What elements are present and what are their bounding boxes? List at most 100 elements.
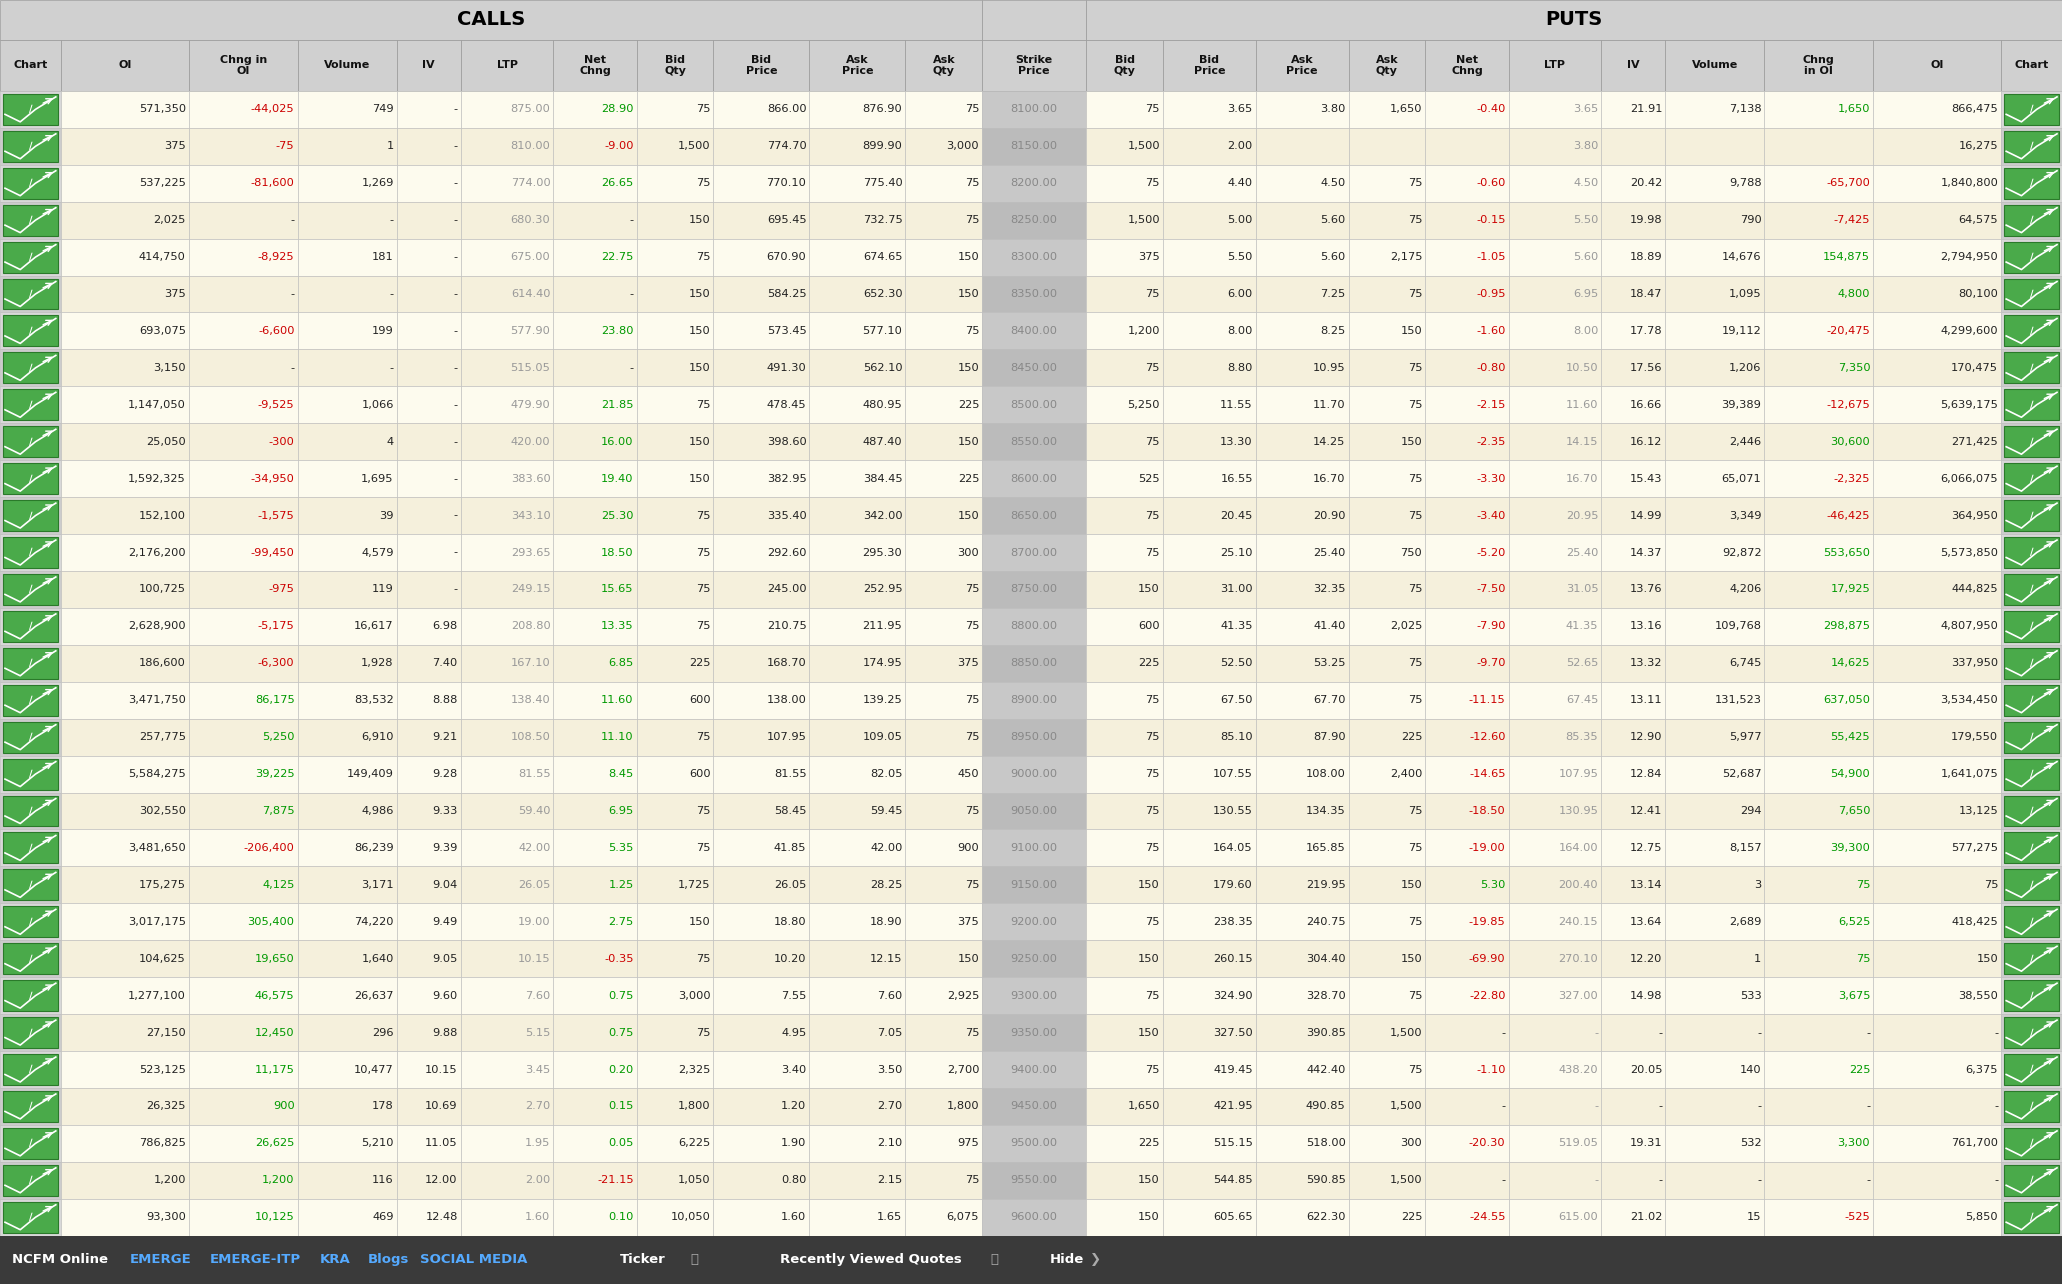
Bar bbox=[982, 386, 1087, 424]
Text: 5.50: 5.50 bbox=[1573, 216, 1598, 225]
Text: NCFM Online: NCFM Online bbox=[12, 1253, 107, 1266]
Bar bbox=[1509, 792, 1602, 829]
Text: 81.55: 81.55 bbox=[518, 769, 551, 779]
FancyBboxPatch shape bbox=[2004, 501, 2060, 532]
Text: Blogs: Blogs bbox=[367, 1253, 410, 1266]
Text: 21.02: 21.02 bbox=[1629, 1212, 1662, 1222]
Bar bbox=[905, 1088, 982, 1125]
Bar bbox=[1256, 571, 1349, 607]
Bar bbox=[1509, 128, 1602, 164]
Text: ∕: ∕ bbox=[29, 732, 33, 742]
Text: 16,617: 16,617 bbox=[355, 621, 394, 632]
Text: 302,550: 302,550 bbox=[138, 806, 186, 817]
Text: 577,275: 577,275 bbox=[1951, 844, 1998, 853]
Bar bbox=[982, 40, 1087, 91]
Bar bbox=[190, 867, 297, 904]
Bar bbox=[60, 386, 190, 424]
Text: -: - bbox=[1757, 1102, 1761, 1112]
Bar bbox=[1872, 1125, 2002, 1162]
Bar bbox=[905, 645, 982, 682]
Bar bbox=[1349, 239, 1425, 276]
Text: 75: 75 bbox=[1146, 695, 1161, 705]
Bar bbox=[713, 867, 810, 904]
Bar bbox=[1163, 719, 1256, 755]
Bar bbox=[2002, 164, 2062, 202]
Bar bbox=[810, 276, 905, 312]
Bar bbox=[2002, 940, 2062, 977]
Bar bbox=[810, 682, 905, 719]
Text: 164.05: 164.05 bbox=[1212, 844, 1254, 853]
Bar bbox=[810, 719, 905, 755]
Text: EMERGE-ITP: EMERGE-ITP bbox=[210, 1253, 301, 1266]
Text: -: - bbox=[454, 141, 458, 152]
FancyBboxPatch shape bbox=[2, 537, 58, 568]
Bar bbox=[396, 719, 460, 755]
Text: 7.05: 7.05 bbox=[876, 1027, 903, 1037]
Bar bbox=[1872, 128, 2002, 164]
Text: 2.75: 2.75 bbox=[608, 917, 633, 927]
Bar bbox=[982, 239, 1087, 276]
Bar bbox=[713, 755, 810, 792]
Text: 240.15: 240.15 bbox=[1559, 917, 1598, 927]
Text: 304.40: 304.40 bbox=[1305, 954, 1346, 964]
Bar bbox=[0, 1088, 60, 1125]
Text: 3: 3 bbox=[1755, 880, 1761, 890]
Bar bbox=[1509, 940, 1602, 977]
Bar bbox=[1087, 904, 1163, 940]
FancyBboxPatch shape bbox=[2004, 574, 2060, 605]
Bar bbox=[60, 202, 190, 239]
Bar bbox=[1765, 904, 1872, 940]
Text: 21.85: 21.85 bbox=[602, 399, 633, 410]
Bar bbox=[460, 940, 553, 977]
Bar bbox=[396, 607, 460, 645]
Bar bbox=[1163, 755, 1256, 792]
Bar bbox=[60, 607, 190, 645]
Bar bbox=[1349, 349, 1425, 386]
Text: 138.00: 138.00 bbox=[767, 695, 806, 705]
Text: ∕: ∕ bbox=[29, 991, 33, 1000]
Text: 211.95: 211.95 bbox=[862, 621, 903, 632]
Bar bbox=[1256, 164, 1349, 202]
Text: 19.98: 19.98 bbox=[1629, 216, 1662, 225]
Text: 975: 975 bbox=[957, 1139, 979, 1148]
Bar bbox=[905, 940, 982, 977]
Text: ∕: ∕ bbox=[2029, 252, 2033, 262]
Bar bbox=[1349, 1199, 1425, 1235]
Text: 9600.00: 9600.00 bbox=[1010, 1212, 1058, 1222]
Bar bbox=[1425, 792, 1509, 829]
Text: 1,928: 1,928 bbox=[361, 659, 394, 668]
Bar bbox=[982, 1162, 1087, 1199]
Bar bbox=[0, 977, 60, 1014]
Text: 532: 532 bbox=[1740, 1139, 1761, 1148]
FancyBboxPatch shape bbox=[2004, 316, 2060, 347]
Text: 150: 150 bbox=[1400, 437, 1423, 447]
Bar bbox=[396, 1014, 460, 1052]
FancyBboxPatch shape bbox=[2, 869, 58, 900]
Text: 65,071: 65,071 bbox=[1722, 474, 1761, 484]
Bar bbox=[190, 829, 297, 867]
Bar bbox=[460, 1199, 553, 1235]
Bar bbox=[1349, 497, 1425, 534]
Bar bbox=[1256, 755, 1349, 792]
Bar bbox=[905, 424, 982, 460]
Bar bbox=[1163, 497, 1256, 534]
FancyBboxPatch shape bbox=[2, 1054, 58, 1085]
FancyBboxPatch shape bbox=[2004, 684, 2060, 715]
Text: 150: 150 bbox=[1138, 1175, 1161, 1185]
Bar bbox=[1256, 460, 1349, 497]
Bar bbox=[1602, 682, 1666, 719]
Text: 52.50: 52.50 bbox=[1221, 659, 1254, 668]
Bar bbox=[460, 460, 553, 497]
Text: 3,675: 3,675 bbox=[1837, 991, 1870, 1000]
Text: 108.00: 108.00 bbox=[1305, 769, 1346, 779]
Text: -: - bbox=[454, 363, 458, 372]
Text: 75: 75 bbox=[1146, 732, 1161, 742]
Bar bbox=[1602, 940, 1666, 977]
Text: ∕: ∕ bbox=[29, 769, 33, 779]
Bar bbox=[982, 977, 1087, 1014]
Text: 305,400: 305,400 bbox=[247, 917, 295, 927]
FancyBboxPatch shape bbox=[2, 352, 58, 384]
Text: 116: 116 bbox=[371, 1175, 394, 1185]
Bar bbox=[1163, 867, 1256, 904]
Text: 25.40: 25.40 bbox=[1313, 547, 1346, 557]
